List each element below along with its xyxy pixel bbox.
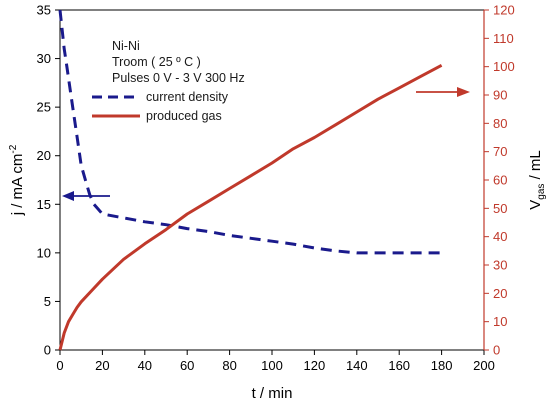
legend-label-current-density: current density <box>146 90 229 104</box>
series-current-density-line <box>58 9 442 255</box>
y-right-tick-label: 90 <box>493 88 507 103</box>
left-axis-arrow <box>62 191 110 201</box>
y-left-tick-label: 15 <box>37 197 51 212</box>
legend-label-produced-gas: produced gas <box>146 109 222 123</box>
y-left-tick-label: 25 <box>37 100 51 115</box>
y-right-tick-label: 30 <box>493 258 507 273</box>
y-left-axis-title-main: j / mA cm <box>9 154 26 217</box>
y-left-axis: 0 5 10 15 20 25 30 35 <box>37 3 60 358</box>
y-right-tick-label: 50 <box>493 201 507 216</box>
series-layer <box>58 9 443 351</box>
y-right-axis-title: Vgas / mL <box>527 150 547 209</box>
annotation-temperature: Troom ( 25 º C ) <box>112 55 201 69</box>
x-axis: 0 20 40 60 80 100 120 140 160 180 200 <box>56 350 495 373</box>
y-left-axis-title: j / mA cm-2 <box>8 144 26 216</box>
y-right-tick-label: 100 <box>493 59 515 74</box>
y-right-tick-label: 70 <box>493 144 507 159</box>
y-right-tick-label: 10 <box>493 314 507 329</box>
right-axis-arrow <box>416 87 470 97</box>
y-right-tick-label: 80 <box>493 116 507 131</box>
x-tick-label: 160 <box>388 358 410 373</box>
x-tick-label: 180 <box>431 358 453 373</box>
x-tick-label: 140 <box>346 358 368 373</box>
left-axis-arrow-head <box>62 191 74 201</box>
y-left-tick-label: 30 <box>37 51 51 66</box>
y-right-axis-title-main: V <box>527 200 544 210</box>
x-tick-label: 100 <box>261 358 283 373</box>
y-right-axis-title-sub: gas <box>536 184 547 200</box>
x-tick-label: 0 <box>56 358 63 373</box>
y-right-tick-label: 60 <box>493 173 507 188</box>
y-left-tick-label: 20 <box>37 148 51 163</box>
series-produced-gas-line <box>58 63 443 351</box>
x-tick-label: 60 <box>180 358 194 373</box>
x-tick-label: 80 <box>222 358 236 373</box>
y-left-tick-label: 0 <box>44 343 51 358</box>
y-right-tick-label: 40 <box>493 229 507 244</box>
x-tick-label: 20 <box>95 358 109 373</box>
y-right-tick-label: 20 <box>493 286 507 301</box>
y-right-axis: 0 10 20 30 40 50 60 70 80 90 100 110 120 <box>484 3 515 358</box>
y-right-tick-label: 0 <box>493 343 500 358</box>
annotation-pulses: Pulses 0 V - 3 V 300 Hz <box>112 71 245 85</box>
y-left-tick-label: 35 <box>37 3 51 18</box>
x-tick-label: 40 <box>138 358 152 373</box>
y-right-tick-label: 120 <box>493 3 515 18</box>
y-right-tick-label: 110 <box>493 31 514 46</box>
x-axis-title: t / min <box>252 385 293 402</box>
legend: current density produced gas <box>92 90 229 123</box>
y-right-axis-title-unit: / mL <box>527 150 544 183</box>
x-tick-label: 120 <box>304 358 326 373</box>
y-left-tick-label: 5 <box>44 294 51 309</box>
y-left-axis-title-sup: -2 <box>8 144 19 153</box>
annotation-electrodes: Ni-Ni <box>112 39 140 53</box>
right-axis-arrow-head <box>457 87 470 97</box>
x-tick-label: 200 <box>473 358 495 373</box>
y-left-tick-label: 10 <box>37 245 51 260</box>
